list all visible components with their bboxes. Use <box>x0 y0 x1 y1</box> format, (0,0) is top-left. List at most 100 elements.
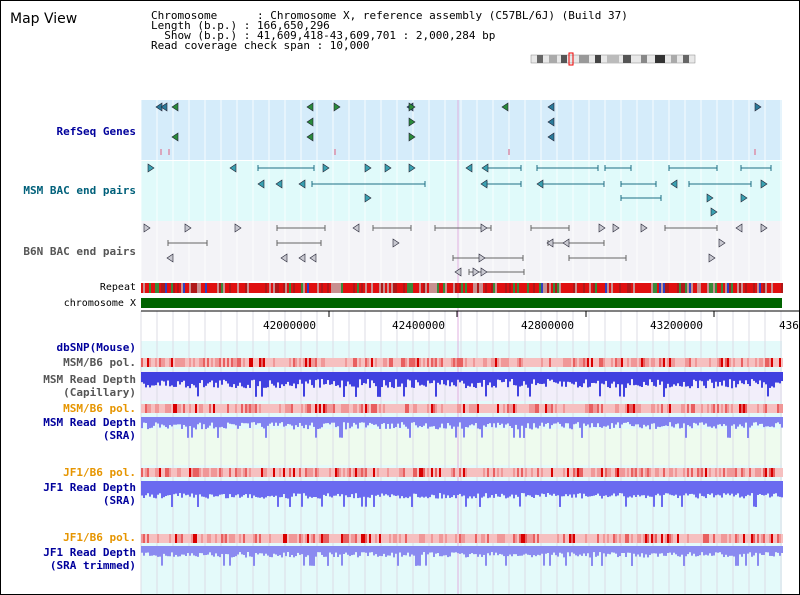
jf1-pol-strip <box>723 468 725 477</box>
jf1-pol-strip-2 <box>659 534 661 543</box>
b6n-end-arrow-icon <box>478 253 486 263</box>
msm-pol-strip <box>537 358 539 367</box>
msm-depth-sra-bar <box>671 417 673 427</box>
msm-pol-strip-2 <box>241 404 243 413</box>
jf1-depth-trimmed-bar <box>749 546 751 553</box>
repeat-segment <box>657 283 659 293</box>
jf1-pol-strip-2 <box>341 534 343 543</box>
jf1-pol-strip-2 <box>235 534 237 543</box>
jf1-depth-sra-bar <box>735 481 737 495</box>
msm-pol-strip <box>403 358 405 367</box>
jf1-depth-sra-bar <box>181 481 183 498</box>
msm-pol-strip-2 <box>609 404 611 413</box>
jf1-depth-trimmed-bar <box>295 546 297 557</box>
repeat-segment <box>345 283 347 293</box>
repeat-segment <box>439 283 441 293</box>
jf1-pol-strip <box>389 468 391 477</box>
repeat-segment <box>211 283 213 293</box>
jf1-pol-strip-2 <box>731 534 733 543</box>
track-label-jf1-pol-2[interactable]: JF1/B6 pol. <box>63 531 136 544</box>
jf1-depth-trimmed-bar <box>455 546 457 553</box>
jf1-depth-trimmed-bar <box>441 546 443 557</box>
msm-pol-strip <box>505 358 507 367</box>
jf1-pol-strip <box>607 468 609 477</box>
jf1-pol-strip <box>215 468 217 477</box>
msm-pol-strip <box>203 358 205 367</box>
msm-depth-sra-bar <box>297 417 299 427</box>
jf1-pol-strip <box>413 468 415 477</box>
msm-pol-strip <box>563 358 565 367</box>
repeat-segment <box>517 283 519 293</box>
jf1-pol-strip <box>239 468 241 477</box>
msm-depth-sra-bar <box>513 417 515 438</box>
jf1-depth-trimmed-bar <box>709 546 711 554</box>
msm-pol-strip-2 <box>669 404 671 413</box>
msm-pol-strip-2 <box>577 404 579 413</box>
jf1-pol-strip <box>571 468 573 477</box>
msm-depth-capillary-bar <box>643 372 645 382</box>
track-label-b6n-bac[interactable]: B6N BAC end pairs <box>23 245 136 258</box>
msm-depth-sra-bar <box>771 417 773 427</box>
msm-pol-strip <box>629 358 631 367</box>
jf1-pol-strip <box>595 468 597 477</box>
jf1-pol-strip <box>369 468 371 477</box>
msm-pol-strip-2 <box>355 404 357 413</box>
track-label-msm-depth-sra[interactable]: MSM Read Depth (SRA) <box>43 416 136 442</box>
jf1-pol-strip-2 <box>209 534 211 543</box>
msm-depth-capillary-bar <box>581 372 583 388</box>
jf1-depth-trimmed-bar <box>495 546 497 553</box>
msm-depth-sra-bar <box>369 417 371 423</box>
jf1-pol-strip <box>315 468 317 477</box>
track-label-jf1-depth-trimmed[interactable]: JF1 Read Depth (SRA trimmed) <box>43 546 136 572</box>
jf1-pol-strip-2 <box>141 534 143 543</box>
msm-pol-strip <box>175 358 177 367</box>
jf1-depth-sra-bar <box>287 481 289 499</box>
msm-pol-strip-2 <box>501 404 503 413</box>
msm-pol-strip-2 <box>757 404 759 413</box>
jf1-depth-trimmed-bar <box>305 546 307 557</box>
track-label-msm-pol-2[interactable]: MSM/B6 pol. <box>63 402 136 415</box>
gene-arrow-icon <box>333 102 341 112</box>
jf1-pol-strip-2 <box>641 534 643 543</box>
track-label-refseq[interactable]: RefSeq Genes <box>56 125 136 138</box>
repeat-segment <box>381 283 383 293</box>
jf1-pol-strip-2 <box>371 534 373 543</box>
jf1-pol-strip-2 <box>693 534 695 543</box>
jf1-depth-sra-bar <box>185 481 187 496</box>
jf1-depth-sra-bar <box>761 481 763 495</box>
msm-pol-strip <box>455 358 457 367</box>
msm-pol-strip-2 <box>299 404 301 413</box>
jf1-pol-strip-2 <box>691 534 693 543</box>
jf1-depth-trimmed-bar <box>757 546 759 566</box>
msm-depth-sra-bar <box>205 417 207 430</box>
track-label-dbsnp[interactable]: dbSNP(Mouse) <box>56 341 136 354</box>
jf1-depth-trimmed-bar <box>255 546 257 554</box>
repeat-segment <box>591 283 593 293</box>
msm-depth-capillary-bar <box>511 372 513 380</box>
track-label-msm-depth-capillary[interactable]: MSM Read Depth (Capillary) <box>43 373 136 399</box>
jf1-depth-sra-bar <box>413 481 415 494</box>
jf1-pol-strip-2 <box>171 534 173 543</box>
axis-tick-label: 4360 <box>779 319 799 332</box>
msm-depth-capillary-bar <box>497 372 499 380</box>
msm-pol-strip-2 <box>145 404 147 413</box>
track-label-jf1-pol-1[interactable]: JF1/B6 pol. <box>63 466 136 479</box>
msm-pol-strip-2 <box>639 404 641 413</box>
msm-pol-strip <box>549 358 551 367</box>
msm-pol-strip-2 <box>567 404 569 413</box>
track-label-jf1-depth-sra[interactable]: JF1 Read Depth (SRA) <box>43 481 136 507</box>
jf1-pol-strip-2 <box>379 534 381 543</box>
msm-pol-strip <box>277 358 279 367</box>
track-label-msm-bac[interactable]: MSM BAC end pairs <box>23 184 136 197</box>
msm-pol-strip-2 <box>631 404 633 413</box>
repeat-segment <box>389 283 391 293</box>
repeat-segment <box>529 283 531 293</box>
jf1-pol-strip-2 <box>457 534 459 543</box>
jf1-pol-strip-2 <box>533 534 535 543</box>
jf1-depth-sra-bar <box>383 481 385 496</box>
jf1-depth-trimmed-bar <box>459 546 461 554</box>
track-label-msm-pol-1[interactable]: MSM/B6 pol. <box>63 356 136 369</box>
repeat-segment <box>179 283 181 293</box>
repeat-segment <box>595 283 597 293</box>
jf1-depth-trimmed-bar <box>619 546 621 557</box>
